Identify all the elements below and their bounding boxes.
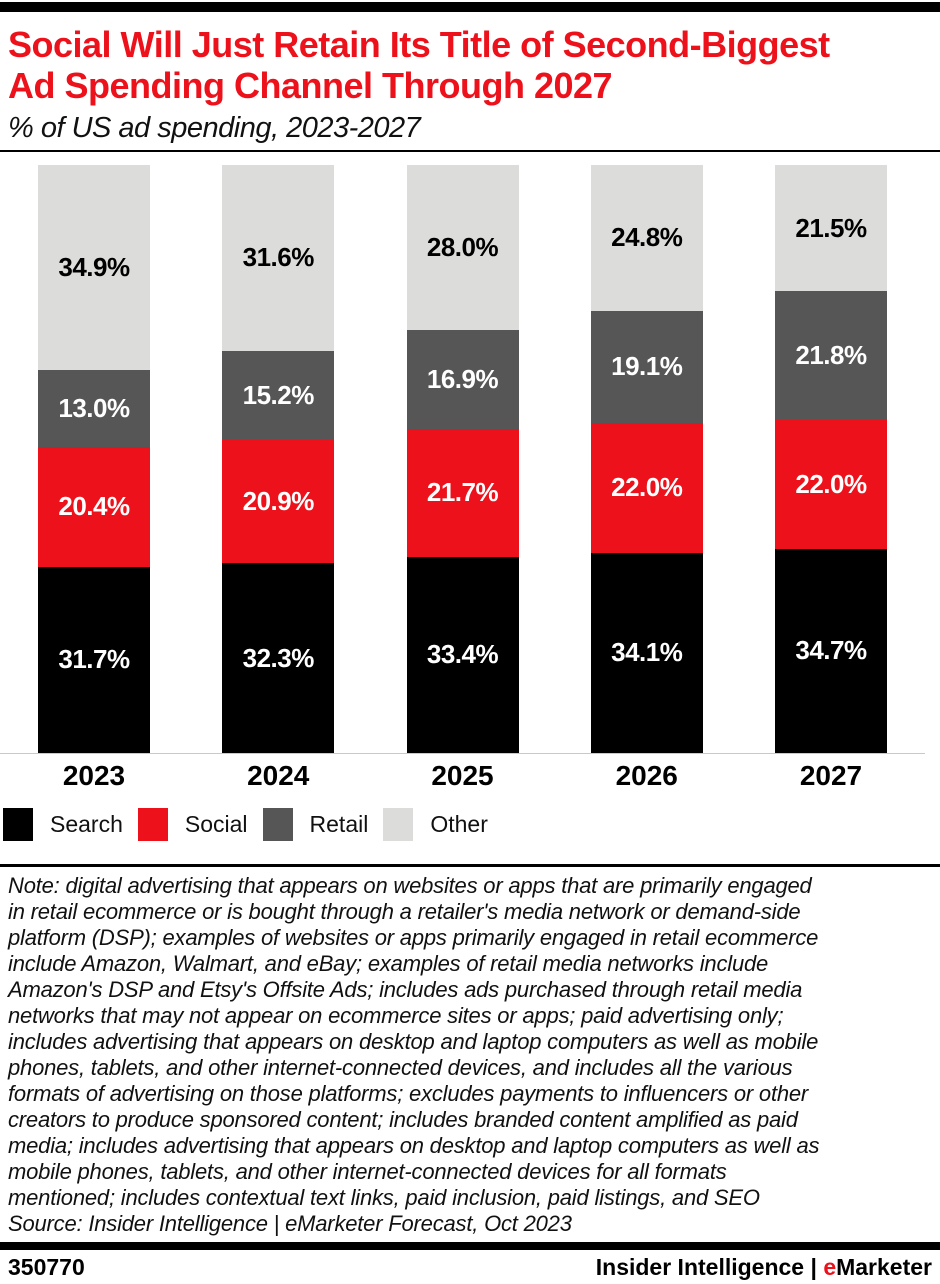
x-axis-baseline — [0, 753, 925, 754]
bar-segment-social: 21.7% — [406, 429, 519, 557]
footer-black-bar — [0, 1242, 940, 1250]
bar-segment-search: 33.4% — [406, 556, 519, 753]
legend-swatch-other — [383, 808, 414, 841]
bar-value-label: 20.4% — [58, 491, 130, 522]
legend-item-search: Search — [3, 808, 123, 841]
bar-segment-other: 24.8% — [590, 165, 703, 311]
bar-value-label: 21.8% — [795, 340, 867, 371]
header-divider — [0, 150, 940, 152]
x-axis-labels: 2023 2024 2025 2026 2027 — [0, 754, 940, 792]
legend-label: Social — [184, 811, 248, 837]
x-axis-label-2023: 2023 — [62, 760, 126, 791]
chart-plot-area: 34.9% 13.0% 20.4% 31.7% 31.6% 15.2% 20.9% 32.3%… — [0, 152, 940, 753]
bar-segment-retail: 19.1% — [590, 310, 703, 424]
bar-segment-other: 21.5% — [775, 165, 887, 292]
bar-value-label: 21.5% — [795, 212, 867, 243]
chart-id: 350770 — [8, 1254, 85, 1280]
bar-segment-retail: 13.0% — [38, 370, 150, 447]
bar-segment-social: 22.0% — [775, 419, 887, 549]
legend-label: Retail — [309, 811, 369, 837]
bar-segment-other: 28.0% — [406, 165, 519, 330]
bar-value-label: 21.7% — [426, 477, 499, 508]
legend-label: Search — [50, 811, 123, 837]
note-divider — [0, 864, 940, 867]
brand-logotype: Insider Intelligence | eMarketer — [596, 1254, 932, 1281]
bar-segment-social: 20.9% — [222, 440, 335, 564]
bar-segment-social: 20.4% — [38, 446, 150, 567]
bar-value-label: 19.1% — [611, 351, 683, 382]
bar-value-label: 22.0% — [795, 468, 867, 499]
chart-legend: Search Social Retail Other — [0, 792, 940, 841]
legend-swatch-search — [3, 808, 33, 841]
bar-column-2025: 28.0% 16.9% 21.7% 33.4% — [406, 165, 519, 753]
brand-insider-intelligence: Insider Intelligence — [595, 1254, 805, 1280]
bar-segment-search: 34.7% — [775, 548, 887, 753]
bar-value-label: 13.0% — [58, 392, 130, 423]
header: Social Will Just Retain Its Title of Sec… — [0, 12, 940, 146]
legend-swatch-social — [137, 808, 168, 841]
x-axis-label-2027: 2027 — [799, 760, 863, 791]
top-black-bar — [0, 2, 940, 12]
bar-value-label: 31.6% — [242, 242, 315, 273]
bar-value-label: 15.2% — [242, 380, 315, 410]
stacked-bar-chart: 34.9% 13.0% 20.4% 31.7% 31.6% 15.2% 20.9% 32.3%… — [0, 152, 940, 841]
bar-value-label: 31.7% — [58, 644, 130, 675]
bar-segment-other: 31.6% — [222, 165, 335, 351]
bar-column-2023: 34.9% 13.0% 20.4% 31.7% — [38, 165, 150, 753]
brand-emarketer-e: e — [823, 1254, 837, 1280]
bar-segment-other: 34.9% — [38, 165, 150, 371]
legend-item-other: Other — [383, 808, 488, 841]
legend-label: Other — [430, 811, 488, 837]
bar-value-label: 34.1% — [611, 637, 683, 668]
legend-swatch-retail — [262, 808, 293, 841]
brand-emarketer-rest: Marketer — [836, 1254, 932, 1280]
bar-segment-search: 34.1% — [590, 552, 703, 753]
bar-segment-search: 32.3% — [222, 563, 335, 753]
legend-item-retail: Retail — [262, 808, 369, 841]
bar-segment-retail: 15.2% — [222, 350, 335, 441]
bar-column-2024: 31.6% 15.2% 20.9% 32.3% — [222, 165, 335, 753]
bar-value-label: 33.4% — [426, 639, 499, 670]
bar-segment-retail: 21.8% — [775, 291, 887, 420]
bar-value-label: 22.0% — [611, 472, 683, 503]
bar-segment-search: 31.7% — [38, 566, 150, 753]
bar-column-2027: 21.5% 21.8% 22.0% 34.7% — [775, 165, 887, 753]
bar-column-2026: 24.8% 19.1% 22.0% 34.1% — [590, 165, 703, 753]
bar-segment-social: 22.0% — [590, 423, 703, 553]
brand-separator: | — [804, 1254, 824, 1280]
chart-subtitle: % of US ad spending, 2023-2027 — [8, 112, 421, 144]
bar-value-label: 28.0% — [426, 231, 499, 262]
x-axis-label-2026: 2026 — [615, 760, 678, 791]
bar-value-label: 24.8% — [611, 222, 683, 253]
bar-value-label: 20.9% — [242, 486, 315, 517]
bar-value-label: 32.3% — [242, 642, 315, 673]
legend-item-social: Social — [137, 808, 248, 841]
bar-value-label: 16.9% — [426, 363, 499, 394]
chart-title: Social Will Just Retain Its Title of Sec… — [8, 24, 830, 106]
bar-value-label: 34.7% — [795, 635, 867, 666]
x-axis-label-2024: 2024 — [247, 760, 310, 791]
bar-segment-retail: 16.9% — [406, 329, 519, 430]
note-text: Note: digital advertising that appears o… — [8, 873, 820, 1210]
source-text: Source: Insider Intelligence | eMarketer… — [8, 1211, 572, 1236]
bar-value-label: 34.9% — [58, 252, 130, 283]
x-axis-label-2025: 2025 — [431, 760, 494, 791]
footer: 350770 Insider Intelligence | eMarketer — [0, 1250, 940, 1281]
